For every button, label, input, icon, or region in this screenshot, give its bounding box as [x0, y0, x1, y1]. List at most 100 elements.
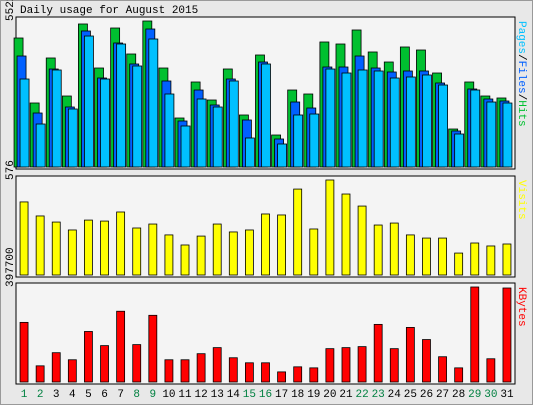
bar — [228, 231, 238, 276]
x-tick-label: 16 — [259, 389, 272, 401]
x-tick-label: 10 — [162, 389, 175, 401]
bar — [100, 78, 110, 168]
bar — [293, 188, 303, 276]
bar — [486, 245, 496, 276]
bar — [422, 237, 431, 276]
bar — [293, 114, 304, 168]
x-tick-label: 20 — [323, 389, 336, 401]
bar — [212, 106, 223, 168]
bar — [132, 227, 142, 276]
y-tick-label: 576 — [5, 160, 17, 180]
bar — [470, 242, 480, 276]
bar — [212, 223, 222, 276]
bar — [132, 344, 142, 383]
x-tick-label: 24 — [388, 389, 402, 401]
bar — [19, 78, 30, 168]
bar — [116, 211, 126, 276]
bar — [357, 205, 367, 276]
x-tick-label: 5 — [85, 389, 92, 401]
y-tick-label: 5522 — [5, 0, 17, 21]
bar — [35, 123, 46, 168]
bar — [67, 359, 77, 383]
x-tick-label: 14 — [227, 389, 241, 401]
bar — [470, 89, 481, 168]
bar — [245, 229, 254, 276]
bar — [325, 179, 335, 276]
x-tick-label: 21 — [339, 389, 353, 401]
bar — [325, 348, 335, 383]
x-tick-label: 13 — [211, 389, 224, 401]
bar — [148, 314, 158, 383]
bar — [84, 331, 93, 383]
bar — [422, 339, 431, 383]
bar — [228, 357, 238, 383]
bar — [245, 137, 255, 168]
legend-entry: KBytes — [515, 287, 527, 327]
bar — [84, 219, 93, 276]
bar — [196, 235, 206, 276]
bar — [438, 84, 448, 168]
legend-separator: / — [515, 94, 527, 101]
x-tick-label: 22 — [355, 389, 368, 401]
bar — [212, 347, 222, 383]
legend: KBytes — [515, 287, 527, 327]
x-tick-label: 30 — [484, 389, 497, 401]
bar — [51, 352, 61, 383]
bar — [277, 143, 287, 168]
bar — [373, 323, 383, 383]
bar — [196, 353, 206, 383]
bar — [164, 359, 174, 383]
legend: Pages/Files/Hits — [515, 21, 527, 127]
bar — [148, 223, 158, 276]
bar — [389, 77, 400, 168]
bar — [502, 287, 512, 383]
bar — [277, 371, 286, 383]
x-tick-label: 8 — [133, 389, 140, 401]
x-tick-label: 7 — [117, 389, 124, 401]
bar — [67, 108, 78, 168]
bar — [261, 213, 270, 276]
legend-entry: Pages — [515, 21, 527, 54]
bar — [502, 102, 513, 168]
bar — [180, 359, 190, 383]
bar — [341, 347, 351, 383]
bar — [116, 43, 127, 168]
bar — [373, 224, 383, 276]
bar — [228, 80, 239, 168]
bar — [116, 310, 126, 383]
bar — [51, 69, 62, 168]
bar — [132, 65, 143, 168]
bar — [357, 69, 368, 168]
x-tick-label: 19 — [307, 389, 320, 401]
legend-entry: Hits — [515, 100, 527, 126]
bar — [389, 348, 399, 383]
bar — [245, 362, 254, 383]
x-tick-label: 27 — [436, 389, 449, 401]
x-tick-label: 31 — [500, 389, 514, 401]
bar — [470, 286, 480, 383]
legend: Visits — [515, 180, 527, 220]
bar — [19, 321, 29, 383]
bar — [180, 244, 190, 276]
bar — [341, 72, 352, 168]
x-tick-label: 28 — [452, 389, 465, 401]
bar — [35, 365, 45, 383]
bar — [438, 356, 447, 383]
bar — [341, 193, 351, 276]
bar — [261, 362, 270, 383]
x-tick-label: 3 — [53, 389, 60, 401]
bar — [277, 214, 286, 276]
bar — [486, 358, 496, 383]
bar — [196, 98, 207, 168]
bar — [67, 229, 77, 276]
x-tick-label: 26 — [420, 389, 433, 401]
bar — [357, 346, 367, 383]
x-tick-label: 6 — [101, 389, 108, 401]
bar — [389, 222, 399, 276]
bar — [309, 367, 319, 383]
bar — [164, 93, 175, 168]
x-tick-label: 4 — [69, 389, 76, 401]
x-tick-label: 9 — [150, 389, 157, 401]
x-tick-label: 17 — [275, 389, 288, 401]
